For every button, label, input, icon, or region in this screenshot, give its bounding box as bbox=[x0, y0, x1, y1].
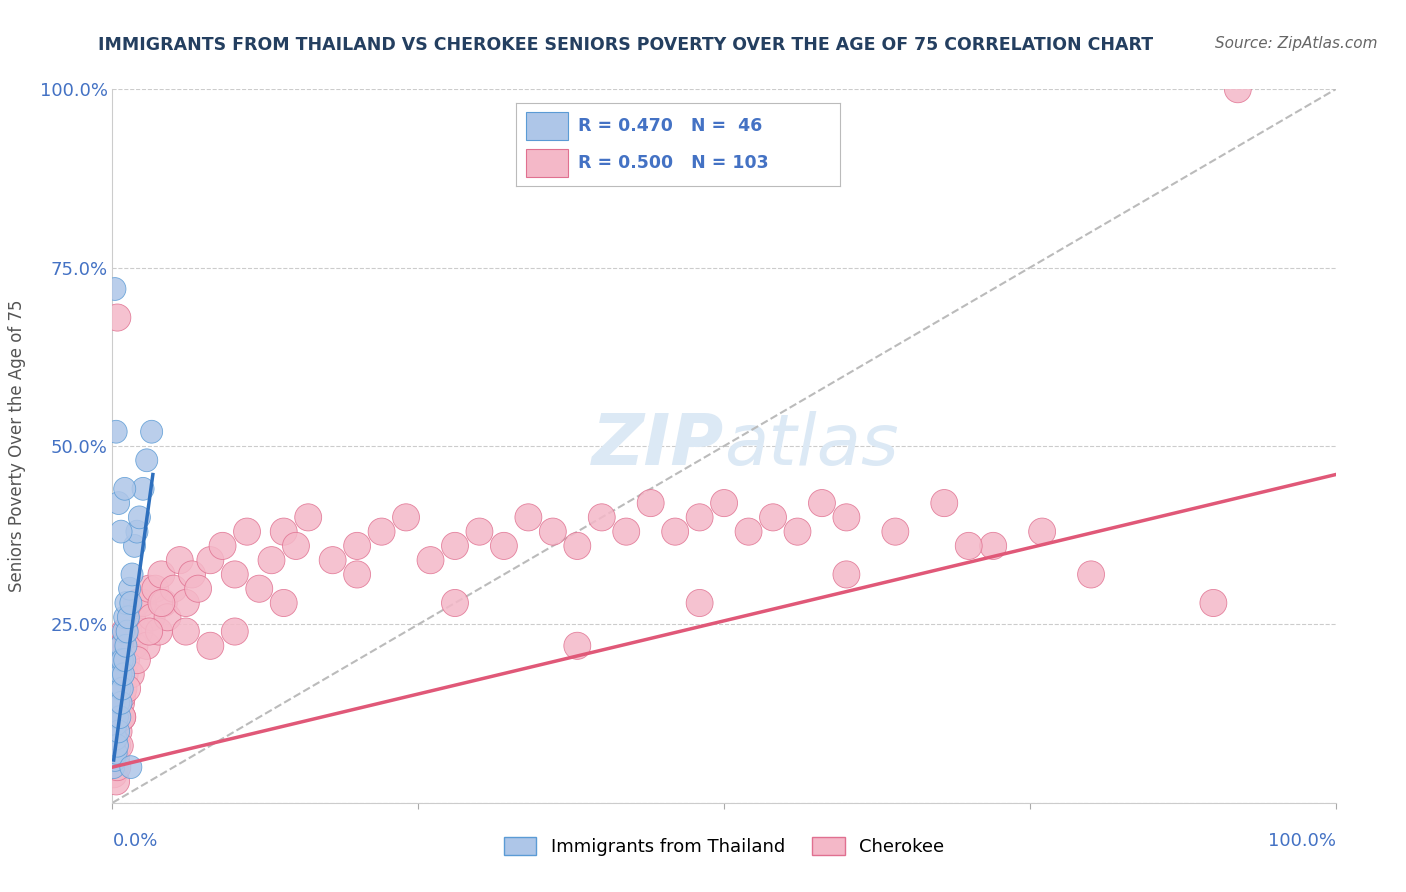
Text: 0.0%: 0.0% bbox=[112, 831, 157, 849]
Text: 100.0%: 100.0% bbox=[1268, 831, 1336, 849]
Text: IMMIGRANTS FROM THAILAND VS CHEROKEE SENIORS POVERTY OVER THE AGE OF 75 CORRELAT: IMMIGRANTS FROM THAILAND VS CHEROKEE SEN… bbox=[98, 36, 1153, 54]
Legend: Immigrants from Thailand, Cherokee: Immigrants from Thailand, Cherokee bbox=[495, 828, 953, 865]
Text: ZIP: ZIP bbox=[592, 411, 724, 481]
Text: atlas: atlas bbox=[724, 411, 898, 481]
Y-axis label: Seniors Poverty Over the Age of 75: Seniors Poverty Over the Age of 75 bbox=[7, 300, 25, 592]
Text: Source: ZipAtlas.com: Source: ZipAtlas.com bbox=[1215, 36, 1378, 51]
